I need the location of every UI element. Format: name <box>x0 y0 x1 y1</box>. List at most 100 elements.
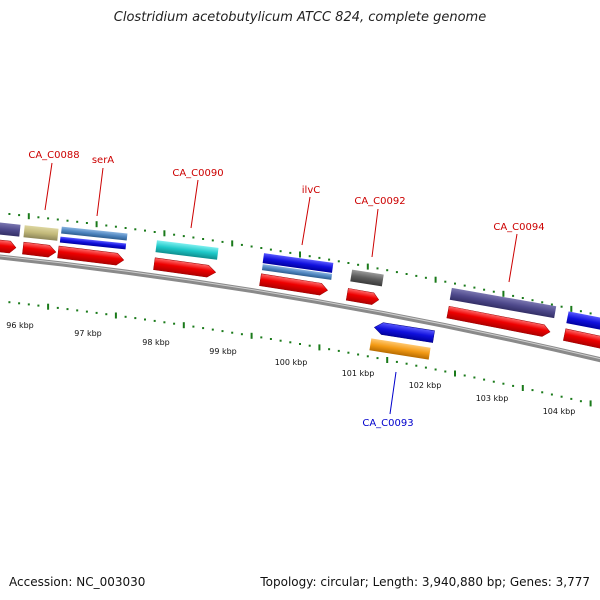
tick-minor <box>308 344 311 347</box>
tick-minor <box>37 304 40 307</box>
leader-ca-c0092 <box>371 208 379 258</box>
tick-minor <box>395 271 398 274</box>
kbp-label: 104 kbp <box>543 407 576 416</box>
feature-ca-c0094-purple[interactable] <box>449 287 557 319</box>
tick-minor <box>221 240 224 243</box>
tick-major <box>182 322 185 329</box>
cds-arrow-sera[interactable] <box>57 245 125 266</box>
tick-minor <box>454 282 456 285</box>
tick-minor <box>444 370 447 373</box>
gene-label-ca-c0088[interactable]: CA_C0088 <box>28 150 79 161</box>
tick-minor <box>463 374 466 377</box>
tick-minor <box>37 216 40 219</box>
cds-arrow-ca-c0092[interactable] <box>345 288 380 305</box>
kbp-labels: 96 kbp 97 kbp 98 kbp 99 kbp 100 kbp 101 … <box>6 321 575 416</box>
tick-minor <box>134 228 137 231</box>
forward-tick-track <box>8 213 592 315</box>
tick-minor <box>279 250 282 253</box>
tick-minor <box>366 355 369 358</box>
tick-minor <box>153 319 156 322</box>
tick-minor <box>144 229 146 232</box>
cds-arrow-ca-c0094[interactable] <box>446 305 551 338</box>
feature-ca-c0092-gray[interactable] <box>350 269 384 287</box>
tick-minor <box>541 391 544 394</box>
cds-arrow-left-edge[interactable] <box>0 238 17 254</box>
topology-summary: Topology: circular; Length: 3,940,880 bp… <box>260 575 590 589</box>
tick-minor <box>211 239 214 242</box>
tick-minor <box>473 286 476 289</box>
tick-minor <box>589 312 592 315</box>
gene-label-ca-c0090[interactable]: CA_C0090 <box>172 168 223 179</box>
tick-minor <box>560 395 563 398</box>
feature-sera-blue[interactable] <box>59 236 127 250</box>
tick-minor <box>18 214 21 217</box>
feature-sera-steel[interactable] <box>61 226 128 241</box>
kbp-label: 96 kbp <box>6 321 34 330</box>
tick-minor <box>347 351 350 354</box>
tick-minor <box>483 288 486 291</box>
tick-minor <box>444 280 447 283</box>
tick-minor <box>269 338 272 340</box>
tick-minor <box>260 336 263 339</box>
tick-minor <box>105 313 108 316</box>
feature-ca-c0088-khaki[interactable] <box>23 225 59 241</box>
tick-minor <box>18 302 21 305</box>
tick-minor <box>424 366 427 369</box>
gene-labels: CA_C0088 serA CA_C0090 ilvC CA_C0092 CA_… <box>28 150 544 429</box>
tick-minor <box>47 217 50 220</box>
scale-tick-track <box>8 301 592 407</box>
feature-ilvc-steel[interactable] <box>261 264 333 280</box>
tick-minor <box>386 269 389 272</box>
cds-arrow-right-edge[interactable] <box>563 328 600 352</box>
kbp-label: 101 kbp <box>342 369 375 378</box>
cds-arrow-ca-c0090[interactable] <box>153 257 217 279</box>
tick-minor <box>318 256 321 259</box>
tick-minor <box>144 318 146 321</box>
tick-minor <box>337 349 340 352</box>
tick-minor <box>328 348 331 351</box>
tick-minor <box>492 380 495 383</box>
feature-ca-c0090-cyan[interactable] <box>155 240 219 260</box>
gene-label-ilvc[interactable]: ilvC <box>302 185 320 196</box>
map-title: Clostridium acetobutylicum ATCC 824, com… <box>113 10 487 25</box>
leader-ilvc <box>301 196 311 246</box>
tick-minor <box>376 267 379 270</box>
tick-minor <box>463 284 466 287</box>
tick-minor <box>182 235 185 238</box>
cds-arrow-ilvc[interactable] <box>259 273 328 296</box>
cds-track <box>0 238 600 352</box>
tick-minor <box>260 247 263 249</box>
cds-arrow-ca-c0088[interactable] <box>22 241 57 258</box>
tick-minor <box>221 330 224 333</box>
feature-left-edge-purple[interactable] <box>0 221 21 237</box>
tick-major <box>299 251 301 258</box>
tick-minor <box>550 393 553 396</box>
tick-minor <box>492 290 495 293</box>
tick-minor <box>85 310 88 313</box>
tick-minor <box>434 368 437 371</box>
gene-label-sera[interactable]: serA <box>92 155 114 166</box>
kbp-label: 102 kbp <box>409 381 442 390</box>
cds-arrow-ca-c0093-reverse[interactable] <box>373 321 435 343</box>
feature-ilvc-blue[interactable] <box>262 253 334 273</box>
tick-minor <box>56 218 59 221</box>
tick-minor <box>134 317 137 320</box>
gene-label-ca-c0094[interactable]: CA_C0094 <box>493 222 544 233</box>
tick-minor <box>376 357 379 360</box>
tick-major <box>231 240 234 247</box>
tick-minor <box>114 225 117 228</box>
genome-backbone-highlight <box>0 255 600 360</box>
gene-label-ca-c0092[interactable]: CA_C0092 <box>354 196 405 207</box>
kbp-label: 97 kbp <box>74 329 102 338</box>
feature-right-edge-blue[interactable] <box>566 311 600 333</box>
tick-minor <box>570 397 573 400</box>
tick-major <box>386 357 389 363</box>
leader-ca-c0090 <box>190 179 199 229</box>
tick-minor <box>8 213 11 215</box>
tick-major <box>454 370 456 377</box>
tick-major <box>434 276 437 283</box>
gene-label-ca-c0093[interactable]: CA_C0093 <box>362 418 413 429</box>
kbp-label: 100 kbp <box>275 358 308 367</box>
feature-ca-c0093-orange[interactable] <box>369 338 431 360</box>
leader-sera <box>96 167 104 217</box>
